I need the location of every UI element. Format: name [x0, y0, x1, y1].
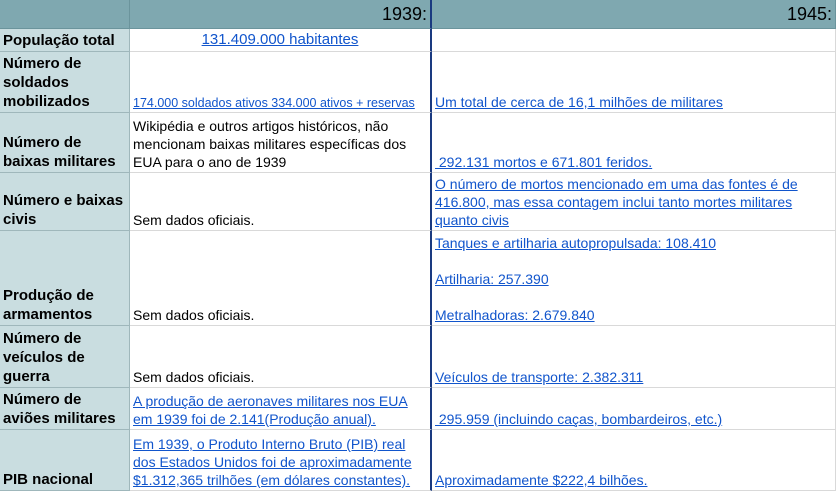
- link-metralhadoras-1945[interactable]: Metralhadoras: 2.679.840: [435, 307, 595, 323]
- link-avioes-1939[interactable]: A produção de aeronaves militares nos EU…: [133, 393, 408, 427]
- text-armamentos-1939: Sem dados oficiais.: [133, 307, 255, 323]
- line-spacer: [435, 288, 832, 306]
- cell-1939-baixas-civis[interactable]: Sem dados oficiais.: [130, 173, 432, 231]
- header-year-1945[interactable]: 1945:: [432, 0, 836, 29]
- link-baixas-militares-1945[interactable]: 292.131 mortos e 671.801 feridos.: [435, 154, 653, 170]
- row-label-soldados[interactable]: Número de soldados mobilizados: [0, 52, 130, 113]
- cell-1945-veiculos[interactable]: Veículos de transporte: 2.382.311: [432, 326, 836, 388]
- row-label-baixas-civis[interactable]: Número e baixas civis: [0, 173, 130, 231]
- text-baixas-militares-1939: Wikipédia e outros artigos históricos, n…: [133, 118, 407, 170]
- cell-1939-baixas-militares[interactable]: Wikipédia e outros artigos históricos, n…: [130, 113, 432, 173]
- link-populacao-1939[interactable]: 131.409.000 habitantes: [201, 31, 359, 48]
- cell-1945-baixas-militares[interactable]: 292.131 mortos e 671.801 feridos.: [432, 113, 836, 173]
- link-baixas-civis-1945[interactable]: O número de mortos mencionado em uma das…: [435, 176, 798, 228]
- text-veiculos-1939: Sem dados oficiais.: [133, 369, 255, 385]
- link-pib-1945[interactable]: Aproximadamente $222,4 bilhões.: [435, 472, 648, 488]
- row-label-avioes[interactable]: Número de aviões militares: [0, 388, 130, 430]
- row-label-pib[interactable]: PIB nacional: [0, 430, 130, 491]
- header-cell-empty[interactable]: [0, 0, 130, 29]
- cell-1939-populacao[interactable]: 131.409.000 habitantes: [130, 29, 432, 52]
- cell-1939-soldados[interactable]: 174.000 soldados ativos 334.000 ativos +…: [130, 52, 432, 113]
- row-label-baixas-militares[interactable]: Número de baixas militares: [0, 113, 130, 173]
- cell-1939-pib[interactable]: Em 1939, o Produto Interno Bruto (PIB) r…: [130, 430, 432, 491]
- link-avioes-1945[interactable]: 295.959 (incluindo caças, bombardeiros, …: [435, 411, 723, 427]
- cell-1939-armamentos[interactable]: Sem dados oficiais.: [130, 231, 432, 326]
- cell-1945-avioes[interactable]: 295.959 (incluindo caças, bombardeiros, …: [432, 388, 836, 430]
- link-tanques-1945[interactable]: Tanques e artilharia autopropulsada: 108…: [435, 235, 716, 251]
- cell-1945-soldados[interactable]: Um total de cerca de 16,1 milhões de mil…: [432, 52, 836, 113]
- link-soldados-1945[interactable]: Um total de cerca de 16,1 milhões de mil…: [435, 94, 723, 110]
- header-year-1939[interactable]: 1939:: [130, 0, 432, 29]
- cell-1945-baixas-civis[interactable]: O número de mortos mencionado em uma das…: [432, 173, 836, 231]
- link-veiculos-1945[interactable]: Veículos de transporte: 2.382.311: [435, 369, 644, 385]
- link-artilharia-1945[interactable]: Artilharia: 257.390: [435, 271, 549, 287]
- cell-1945-pib[interactable]: Aproximadamente $222,4 bilhões.: [432, 430, 836, 491]
- link-pib-1939[interactable]: Em 1939, o Produto Interno Bruto (PIB) r…: [133, 436, 412, 488]
- row-label-populacao[interactable]: População total: [0, 29, 130, 52]
- line-spacer: [435, 252, 832, 270]
- cell-1945-populacao[interactable]: [432, 29, 836, 52]
- row-label-veiculos[interactable]: Número de veículos de guerra: [0, 326, 130, 388]
- row-label-armamentos[interactable]: Produção de armamentos: [0, 231, 130, 326]
- link-soldados-1939[interactable]: 174.000 soldados ativos 334.000 ativos +…: [133, 96, 415, 110]
- cell-1939-avioes[interactable]: A produção de aeronaves militares nos EU…: [130, 388, 432, 430]
- cell-1945-armamentos[interactable]: Tanques e artilharia autopropulsada: 108…: [432, 231, 836, 326]
- text-baixas-civis-1939: Sem dados oficiais.: [133, 212, 255, 228]
- cell-1939-veiculos[interactable]: Sem dados oficiais.: [130, 326, 432, 388]
